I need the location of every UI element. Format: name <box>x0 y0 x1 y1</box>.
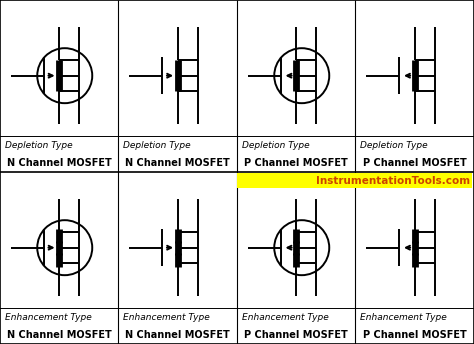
Text: N Channel MOSFET: N Channel MOSFET <box>7 158 111 168</box>
Text: Enhancement Type: Enhancement Type <box>242 313 328 323</box>
Text: Enhancement Type: Enhancement Type <box>360 313 447 323</box>
Text: Enhancement Type: Enhancement Type <box>123 313 210 323</box>
Text: P Channel MOSFET: P Channel MOSFET <box>245 158 348 168</box>
Text: InstrumentationTools.com: InstrumentationTools.com <box>316 176 470 186</box>
Bar <box>237 173 472 188</box>
Text: N Channel MOSFET: N Channel MOSFET <box>126 158 230 168</box>
Text: P Channel MOSFET: P Channel MOSFET <box>245 330 348 340</box>
Text: P Channel MOSFET: P Channel MOSFET <box>363 158 466 168</box>
Text: Depletion Type: Depletion Type <box>360 141 428 151</box>
Text: Depletion Type: Depletion Type <box>123 141 191 151</box>
Text: P Channel MOSFET: P Channel MOSFET <box>363 330 466 340</box>
Text: Depletion Type: Depletion Type <box>242 141 310 151</box>
Text: N Channel MOSFET: N Channel MOSFET <box>7 330 111 340</box>
Text: Depletion Type: Depletion Type <box>5 141 73 151</box>
Text: N Channel MOSFET: N Channel MOSFET <box>126 330 230 340</box>
Text: Enhancement Type: Enhancement Type <box>5 313 91 323</box>
